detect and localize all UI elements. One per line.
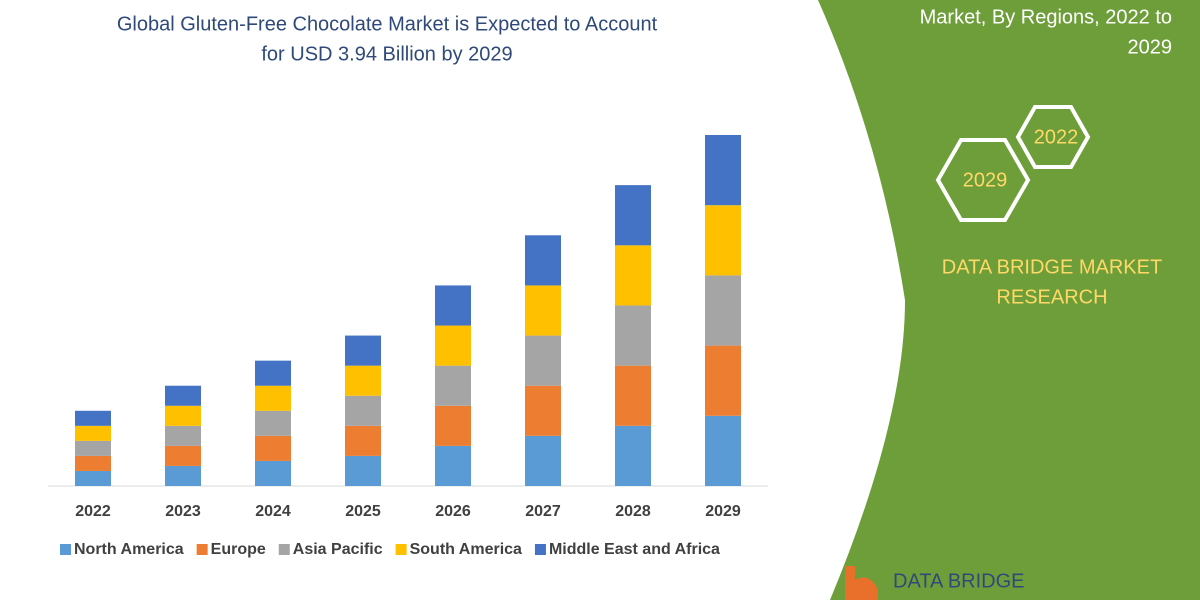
- bar-segment: [705, 415, 741, 486]
- bar-segment: [255, 460, 291, 486]
- legend-label: Europe: [211, 541, 266, 558]
- legend-label: North America: [74, 541, 184, 558]
- bar-segment: [345, 395, 381, 426]
- side-panel: [818, 0, 1200, 600]
- bar-segment: [615, 185, 651, 246]
- bar-segment: [615, 305, 651, 366]
- brand-text: DATA BRIDGE MARKET: [942, 256, 1162, 278]
- legend-label: Middle East and Africa: [549, 541, 720, 558]
- bar-segment: [255, 435, 291, 461]
- bar-segment: [435, 325, 471, 366]
- legend-label: South America: [410, 541, 522, 558]
- bar-segment: [525, 285, 561, 336]
- hexagon-label: 2022: [1034, 126, 1079, 148]
- chart-title: for USD 3.94 Billion by 2029: [261, 43, 512, 65]
- x-tick-label: 2025: [345, 503, 381, 520]
- legend-swatch: [278, 544, 290, 555]
- bar-segment: [255, 360, 291, 386]
- bar-segment: [525, 335, 561, 386]
- logo-icon: [845, 566, 878, 600]
- bar-segment: [255, 385, 291, 411]
- x-tick-label: 2023: [165, 503, 201, 520]
- chart-title: Global Gluten-Free Chocolate Market is E…: [117, 13, 658, 35]
- hexagon: [935, 138, 1031, 222]
- bar-segment: [75, 470, 111, 486]
- hexagon: [1015, 105, 1091, 169]
- bar-segment: [345, 425, 381, 456]
- legend-swatch: [60, 544, 71, 555]
- hexagon-label: 2029: [963, 169, 1008, 191]
- bar-segment: [165, 425, 201, 446]
- bar-segment: [345, 335, 381, 366]
- bar-segment: [435, 365, 471, 406]
- bar-segment: [165, 405, 201, 426]
- bar-segment: [435, 445, 471, 486]
- bar-segment: [435, 405, 471, 446]
- x-tick-label: 2026: [435, 503, 471, 520]
- bar-segment: [345, 365, 381, 396]
- bar-segment: [75, 410, 111, 426]
- bar-segment: [705, 205, 741, 276]
- x-tick-label: 2024: [255, 503, 291, 520]
- legend-label: Asia Pacific: [293, 541, 383, 558]
- bar-segment: [525, 435, 561, 486]
- bar-segment: [345, 455, 381, 486]
- bar-segment: [75, 425, 111, 441]
- bar-segment: [615, 425, 651, 486]
- x-tick-label: 2027: [525, 503, 561, 520]
- bar-segment: [165, 465, 201, 486]
- panel-subtitle: 2029: [1128, 36, 1173, 58]
- bar-segment: [705, 275, 741, 346]
- bar-segment: [525, 235, 561, 286]
- panel-subtitle: Market, By Regions, 2022 to: [920, 6, 1172, 28]
- legend-swatch: [534, 544, 546, 555]
- chart: 2022 2023 2024 2025 2026 2027 2028 2029 North Am…: [48, 135, 768, 558]
- logo-text: DATA BRIDGE: [893, 570, 1025, 592]
- bar-segment: [165, 445, 201, 466]
- bar-segment: [615, 245, 651, 306]
- x-tick-label: 2028: [615, 503, 651, 520]
- brand-text: RESEARCH: [996, 286, 1107, 308]
- bar-segment: [705, 345, 741, 416]
- bar-segment: [525, 385, 561, 436]
- bar-segment: [615, 365, 651, 426]
- bar-segment: [255, 410, 291, 436]
- bar-segment: [75, 455, 111, 471]
- legend-swatch: [395, 544, 407, 555]
- bar-segment: [75, 440, 111, 456]
- x-tick-label: 2029: [705, 503, 741, 520]
- bar-segment: [165, 385, 201, 406]
- bar-segment: [705, 135, 741, 206]
- x-tick-label: 2022: [75, 503, 111, 520]
- legend-swatch: [196, 544, 208, 555]
- bar-segment: [435, 285, 471, 326]
